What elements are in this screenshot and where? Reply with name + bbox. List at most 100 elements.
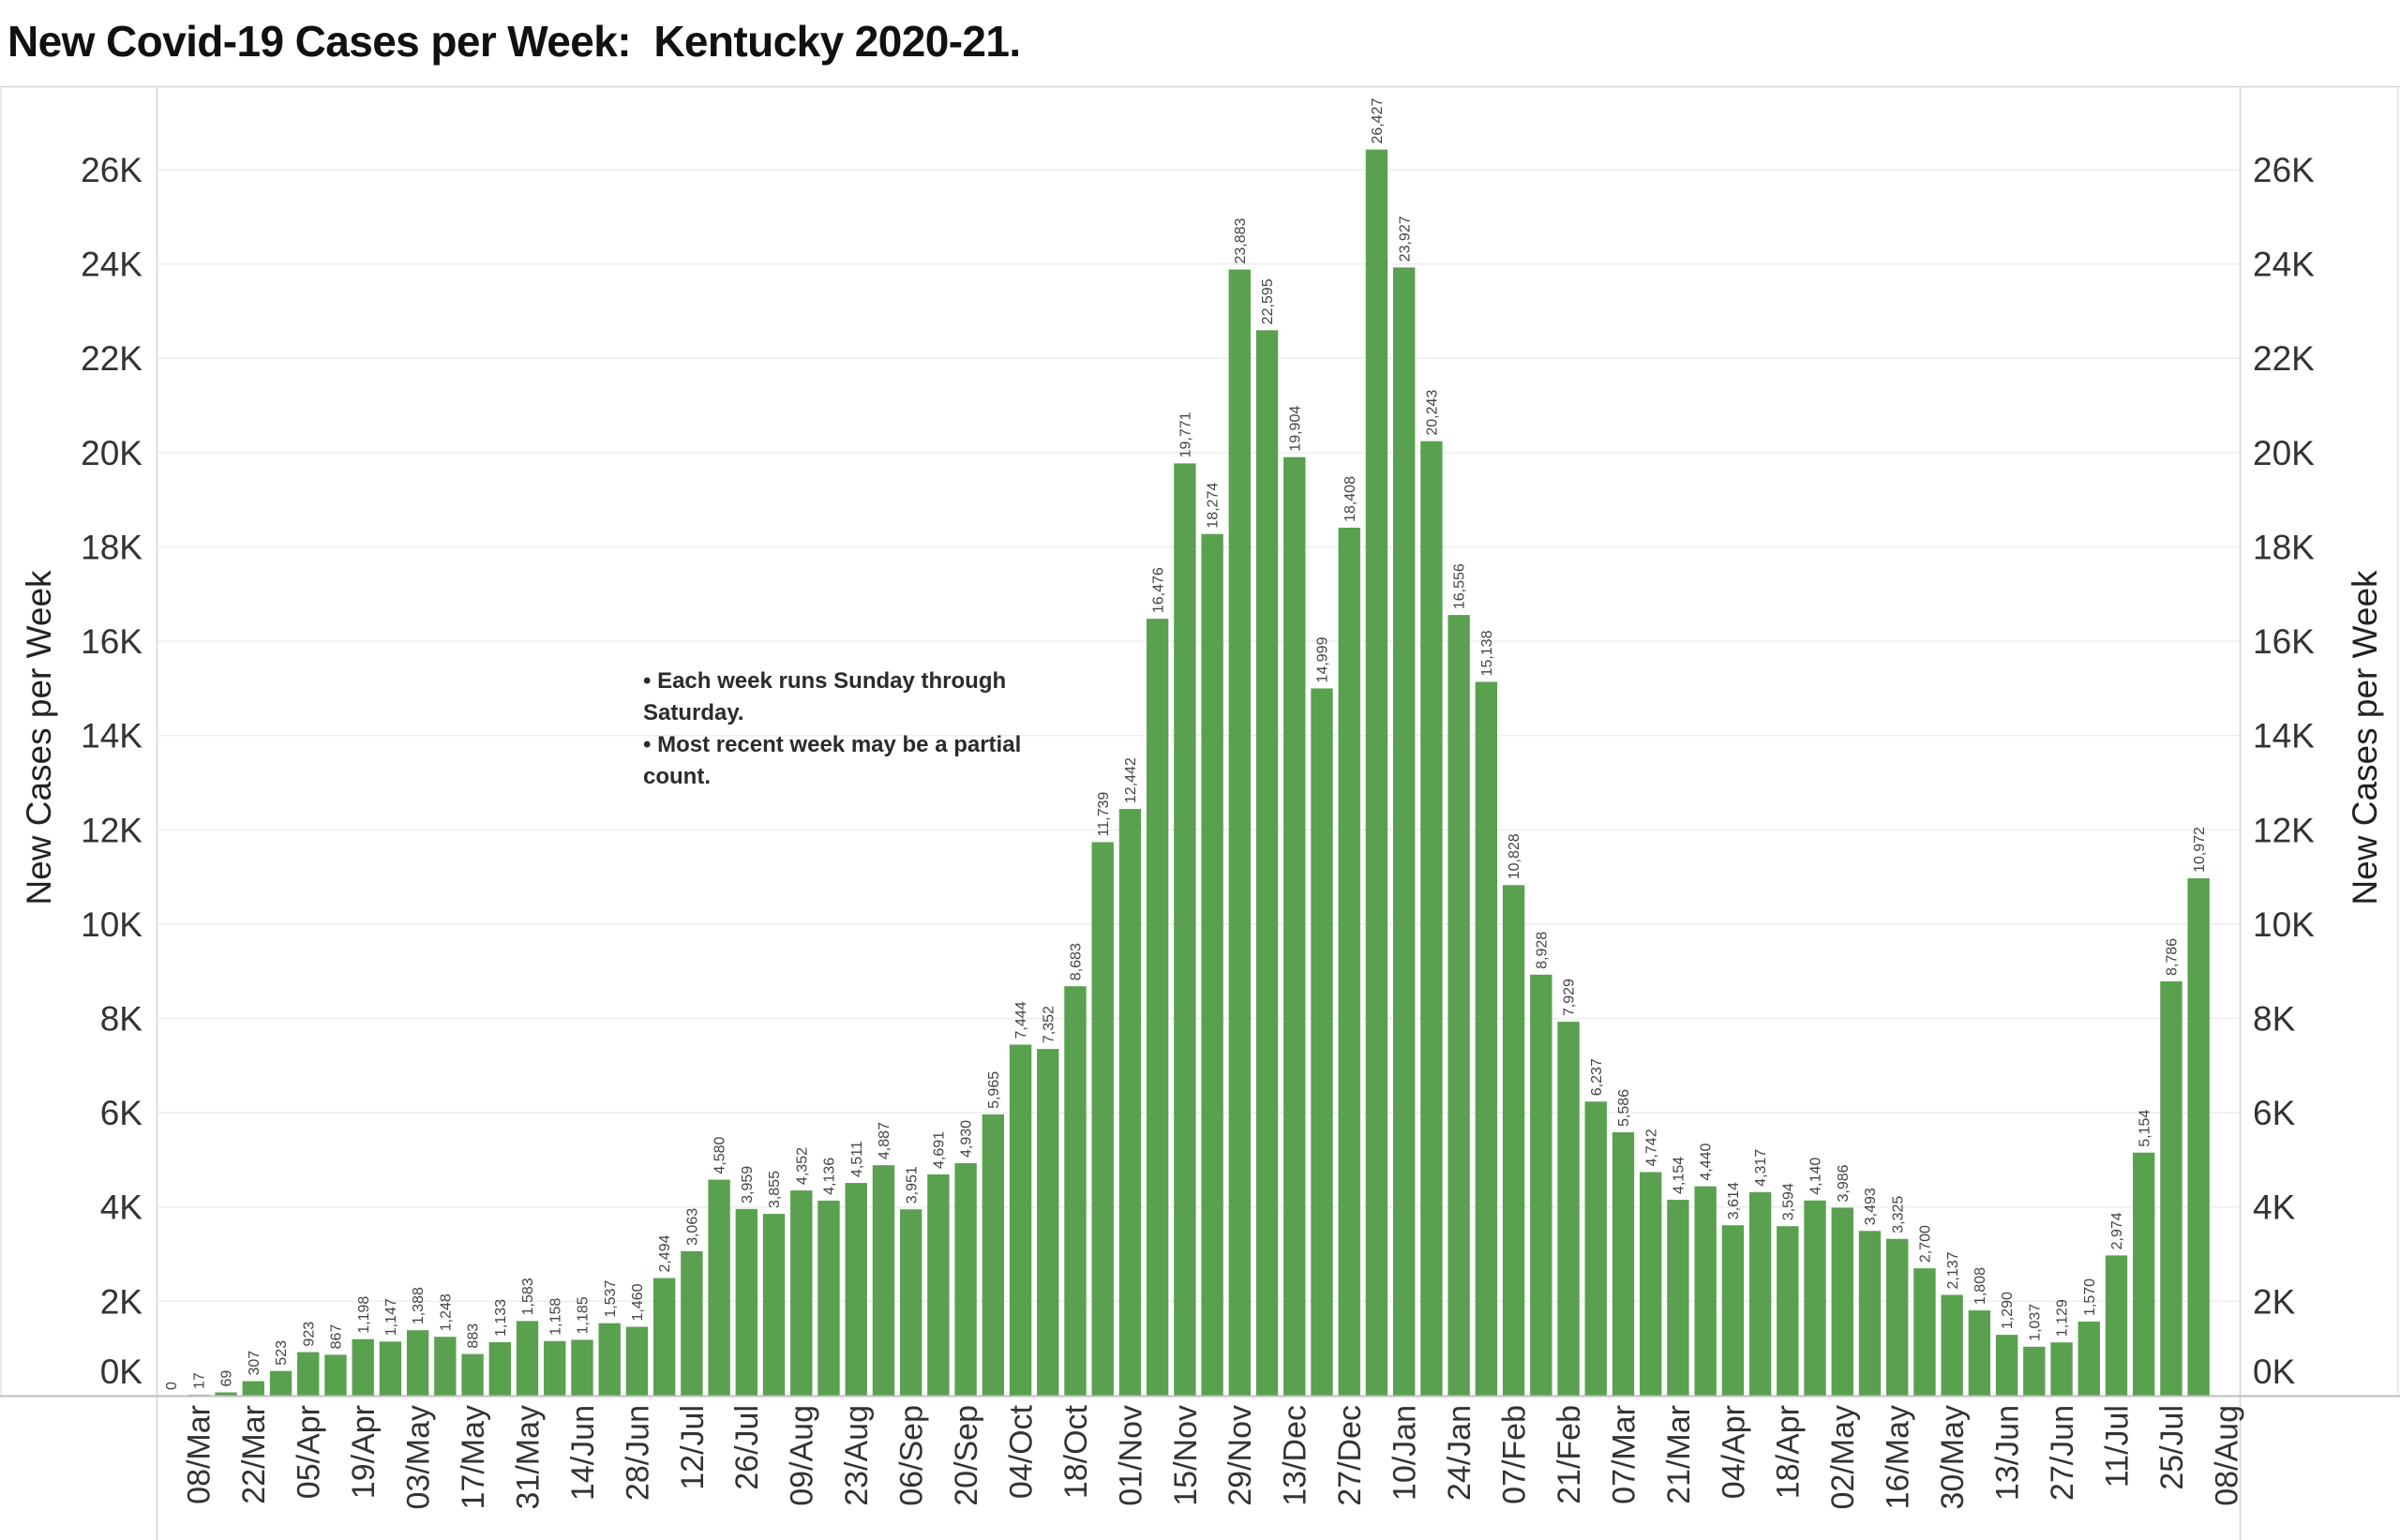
y-tick-label: 0K <box>100 1353 143 1391</box>
bar <box>1091 842 1114 1396</box>
bar <box>1694 1186 1717 1396</box>
x-tick-label: 18/Apr <box>1771 1405 1807 1499</box>
x-tick-label: 23/Aug <box>839 1405 875 1506</box>
bar <box>2078 1322 2100 1396</box>
bar <box>1201 533 1223 1396</box>
bar <box>598 1323 621 1396</box>
bar-value-label: 26,427 <box>1370 98 1386 144</box>
bar-value-label: 1,185 <box>576 1296 592 1334</box>
bar <box>1475 681 1498 1396</box>
bar-value-label: 4,930 <box>959 1120 975 1158</box>
bar-value-label: 10,972 <box>2192 827 2208 873</box>
bar-value-label: 1,537 <box>603 1280 619 1318</box>
bar <box>215 1392 237 1396</box>
bar <box>762 1214 786 1396</box>
bar <box>1311 688 1333 1396</box>
annotation-note: • Most recent week may be a partial coun… <box>643 732 1022 789</box>
bar-value-label: 7,444 <box>1013 1001 1029 1039</box>
y-tick-label: 26K <box>81 151 142 189</box>
y-tick-label: 16K <box>2253 622 2315 661</box>
y-tick-label: 2K <box>2253 1282 2296 1321</box>
bar <box>406 1330 429 1396</box>
x-tick-label: 21/Feb <box>1552 1405 1587 1504</box>
bar-value-label: 1,570 <box>2082 1278 2098 1316</box>
bar-value-label: 3,063 <box>684 1208 700 1246</box>
bar <box>1064 986 1087 1396</box>
bar-value-label: 1,198 <box>356 1296 372 1334</box>
bar <box>269 1370 292 1396</box>
bar-value-label: 7,352 <box>1041 1006 1057 1043</box>
y-tick-label: 24K <box>81 246 142 284</box>
bar <box>1804 1200 1826 1396</box>
bar-value-label: 19,904 <box>1287 406 1303 452</box>
bar-value-label: 2,494 <box>657 1234 673 1272</box>
y-tick-labels-left: 0K 2K 4K 6K 8K 10K 12K 14K 16K 18K 20K 22K 24K 26K <box>81 151 142 1391</box>
bar-value-label: 1,037 <box>2027 1304 2043 1341</box>
bar <box>1612 1131 1635 1396</box>
bar-value-label: 16,556 <box>1452 563 1468 609</box>
bar <box>1530 974 1552 1396</box>
x-tick-label: 15/Nov <box>1168 1405 1204 1506</box>
bar-value-label: 1,388 <box>411 1287 427 1324</box>
bar-value-label: 3,614 <box>1726 1182 1742 1219</box>
bar <box>1913 1268 1936 1396</box>
gridlines <box>158 169 2240 1303</box>
x-tick-label: 12/Jul <box>675 1405 711 1490</box>
bar <box>818 1200 840 1396</box>
bar-value-label: 23,883 <box>1233 217 1249 263</box>
bar-value-label: 8,928 <box>1534 932 1550 969</box>
bar <box>516 1321 539 1396</box>
y-tick-label: 20K <box>81 434 142 472</box>
bars <box>188 149 2210 1397</box>
bar-value-label: 2,137 <box>1945 1251 1961 1289</box>
y-tick-label: 4K <box>100 1189 143 1227</box>
y-tick-label: 10K <box>81 905 142 944</box>
bar <box>1721 1225 1745 1396</box>
bar-value-label: 3,493 <box>1863 1188 1879 1225</box>
y-tick-label: 8K <box>100 999 143 1038</box>
bar-value-label: 923 <box>301 1322 317 1347</box>
bar <box>1557 1022 1580 1396</box>
x-tick-label: 24/Jan <box>1442 1405 1478 1501</box>
bar <box>1640 1172 1662 1396</box>
y-tick-label: 22K <box>2253 339 2315 378</box>
x-tick-label: 19/Apr <box>346 1405 382 1499</box>
bar <box>2187 878 2210 1396</box>
bar-value-label: 1,147 <box>383 1298 399 1336</box>
bar-value-label: 22,595 <box>1260 278 1276 324</box>
bar-value-label: 1,583 <box>520 1278 536 1315</box>
bar-value-label: 4,352 <box>794 1147 810 1185</box>
x-tick-label: 08/Aug <box>2209 1405 2244 1506</box>
bar-value-label: 10,828 <box>1507 833 1522 879</box>
bar-value-label: 2,974 <box>2109 1212 2125 1249</box>
bar <box>488 1342 511 1396</box>
y-tick-label: 10K <box>2253 905 2315 944</box>
bar-value-labels: 0 17 69 307 523 923 867 1,198 1,147 1,388 1,248 883… <box>164 98 2208 1390</box>
bar <box>1228 269 1252 1396</box>
bar <box>681 1250 703 1396</box>
y-axis-title-left: New Cases per Week <box>20 570 58 905</box>
bar-value-label: 4,440 <box>1699 1143 1715 1180</box>
x-tick-label: 06/Sep <box>894 1405 930 1506</box>
bar <box>899 1209 922 1396</box>
bar-value-label: 19,771 <box>1178 411 1193 457</box>
bar <box>379 1341 402 1396</box>
bar-value-label: 12,442 <box>1123 757 1139 803</box>
chart-title: New Covid-19 Cases per Week: Kentucky 20… <box>8 17 1021 66</box>
bar <box>1037 1049 1059 1396</box>
y-tick-label: 12K <box>81 811 142 849</box>
bar <box>1009 1044 1032 1396</box>
bar-value-label: 14,999 <box>1315 636 1331 682</box>
bar-value-label: 3,951 <box>904 1166 920 1204</box>
bar <box>625 1326 649 1396</box>
bar <box>1502 885 1525 1396</box>
x-tick-label: 03/May <box>401 1405 437 1510</box>
bar <box>954 1162 977 1396</box>
bar <box>461 1353 484 1396</box>
bar-value-label: 4,136 <box>822 1158 838 1195</box>
bar <box>735 1208 758 1396</box>
bar-value-label: 307 <box>247 1351 262 1376</box>
bar <box>1667 1200 1689 1396</box>
bar-value-label: 3,959 <box>740 1166 756 1204</box>
y-tick-label: 6K <box>2253 1094 2296 1132</box>
